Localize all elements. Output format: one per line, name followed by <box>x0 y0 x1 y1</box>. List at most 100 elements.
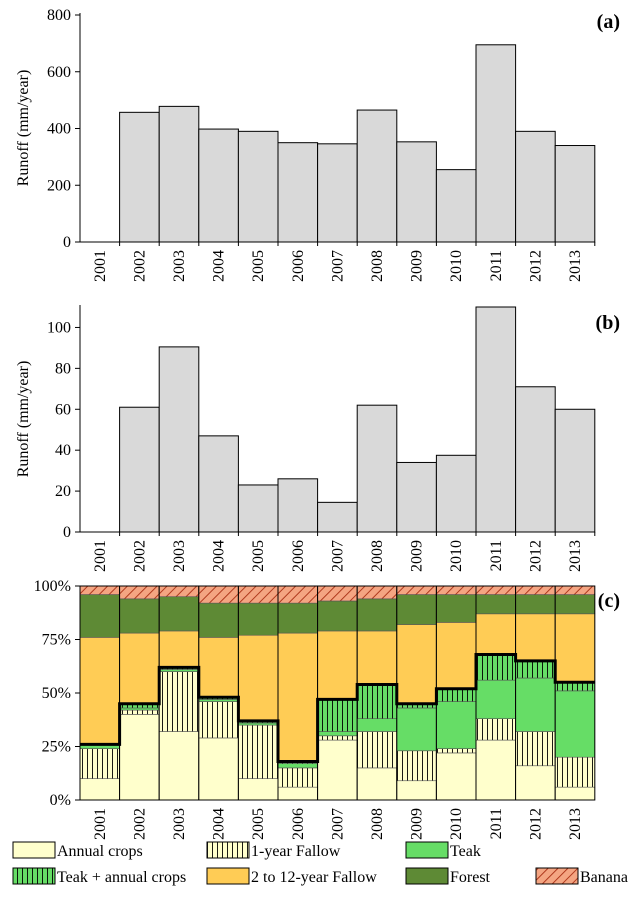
segment-2012-1-year-fallow <box>515 731 556 767</box>
legend-item-2-to-12-year-fallow: 2 to 12-year Fallow <box>206 867 377 886</box>
segment-2005-banana <box>238 585 279 604</box>
segment-2012-2-to-12-year-fallow <box>515 613 556 662</box>
y-axis-label-b: Runoff (mm/year) <box>15 361 32 478</box>
x-tick-label-b-2011: 2011 <box>488 540 505 571</box>
segment-2012-banana <box>515 585 556 595</box>
legend-swatch <box>206 867 250 885</box>
x-tick-label-b-2004: 2004 <box>211 540 228 572</box>
bar-b-2003 <box>158 346 200 533</box>
segment-2013-2-to-12-year-fallow <box>554 613 596 683</box>
segment-2006-forest <box>277 602 318 634</box>
x-tick-label-b-2008: 2008 <box>369 540 386 572</box>
bar-b-2011 <box>475 306 517 533</box>
segment-2011-teak <box>475 679 516 719</box>
bar-a-2005 <box>237 130 279 243</box>
segment-2005-2-to-12-year-fallow <box>238 634 279 722</box>
segment-2010-annual-crops <box>436 752 477 801</box>
segment-2003-teak <box>158 669 200 672</box>
segment-2011-teak-annual-crops <box>475 654 516 681</box>
segment-2008-teak-annual-crops <box>356 684 398 719</box>
y-tick-label-a-200: 200 <box>47 177 71 194</box>
segment-2006-2-to-12-year-fallow <box>277 632 318 762</box>
y-tick-label-c-0: 0% <box>50 792 71 809</box>
segment-2009-annual-crops <box>396 780 437 801</box>
x-tick-label-c-2008: 2008 <box>369 808 386 840</box>
bar-a-2011 <box>475 44 517 243</box>
bar-b-2006 <box>277 478 319 533</box>
segment-2001-1-year-fallow <box>79 748 120 779</box>
x-tick-label-b-2003: 2003 <box>171 540 188 572</box>
segment-2007-teak <box>317 731 358 737</box>
segment-2004-forest <box>198 602 239 638</box>
x-tick-label-a-2003: 2003 <box>171 250 188 282</box>
x-tick-label-b-2013: 2013 <box>567 540 584 572</box>
y-tick-label-a-400: 400 <box>47 121 71 138</box>
segment-2011-annual-crops <box>475 739 516 801</box>
segment-2009-banana <box>396 585 437 595</box>
segment-2012-teak-annual-crops <box>515 660 556 679</box>
legend-item-teak-annual-crops: Teak + annual crops <box>12 867 186 886</box>
legend-label: 1-year Fallow <box>251 843 341 860</box>
bar-a-2012 <box>515 130 556 243</box>
bar-b-2007 <box>317 501 358 533</box>
segment-2010-1-year-fallow <box>436 748 477 754</box>
y-tick-label-b-100: 100 <box>47 319 71 336</box>
bar-a-2003 <box>158 105 200 243</box>
y-tick-label-c-50: 50% <box>42 685 71 702</box>
legend-item-annual-crops: Annual crops <box>12 841 143 860</box>
bar-a-2006 <box>277 142 319 243</box>
legend-item-forest: Forest <box>405 867 491 886</box>
segment-2007-teak-annual-crops <box>317 699 358 732</box>
bar-group-b <box>119 306 596 533</box>
runoff-chart-a: Runoff (mm/year) (a) 0 200 400 600 800 2001 20… <box>15 7 620 282</box>
x-tick-label-a-2013: 2013 <box>567 250 584 282</box>
x-tick-label-c-2004: 2004 <box>211 808 228 840</box>
legend-swatch <box>12 841 56 859</box>
segment-2002-banana <box>119 585 160 600</box>
legend-label: Teak <box>450 843 481 860</box>
x-tick-label-a-2008: 2008 <box>369 250 386 282</box>
segment-2010-teak <box>436 701 477 749</box>
segment-2013-annual-crops <box>554 786 596 801</box>
segment-2001-forest <box>79 594 120 638</box>
segment-2006-teak <box>277 763 318 769</box>
bar-group-a <box>119 44 596 243</box>
y-tick-label-b-60: 60 <box>55 401 71 418</box>
x-tick-label-a-2011: 2011 <box>488 250 505 281</box>
segment-2002-forest <box>119 598 160 634</box>
x-tick-label-b-2007: 2007 <box>329 540 346 572</box>
y-tick-label-b-80: 80 <box>55 360 71 377</box>
panel-label-a: (a) <box>597 11 620 33</box>
legend-label: 2 to 12-year Fallow <box>251 869 377 886</box>
axes-b: 0 20 40 60 80 100 2001 2002 2003 2004 2005 2006 2007… <box>47 305 596 572</box>
y-tick-label-b-0: 0 <box>63 524 71 541</box>
segment-2011-forest <box>475 594 516 615</box>
y-tick-label-a-800: 800 <box>47 7 71 24</box>
segment-2011-1-year-fallow <box>475 718 516 741</box>
legend: Annual crops 1-year Fallow Teak Teak + annu… <box>12 841 628 886</box>
x-tick-label-c-2009: 2009 <box>409 808 426 840</box>
legend-swatch <box>405 867 449 885</box>
bar-a-2002 <box>119 111 160 243</box>
segment-2007-2-to-12-year-fallow <box>317 630 358 700</box>
segment-2007-1-year-fallow <box>317 735 358 741</box>
x-tick-label-a-2012: 2012 <box>527 250 544 282</box>
bar-b-2012 <box>515 386 556 533</box>
x-tick-label-a-2001: 2001 <box>92 250 109 282</box>
x-tick-label-b-2012: 2012 <box>527 540 544 572</box>
segment-2002-1-year-fallow <box>119 709 160 715</box>
x-tick-label-c-2012: 2012 <box>527 808 544 840</box>
x-tick-label-b-2001: 2001 <box>92 540 109 572</box>
y-tick-label-c-25: 25% <box>42 739 71 756</box>
legend-label: Forest <box>450 869 491 886</box>
segment-2012-teak <box>515 677 556 732</box>
x-tick-label-b-2002: 2002 <box>131 540 148 572</box>
segment-2007-annual-crops <box>317 739 358 801</box>
legend-swatch <box>405 841 449 859</box>
segment-2008-forest <box>356 598 398 632</box>
segment-2013-forest <box>554 594 596 615</box>
runoff-chart-b: Runoff (mm/year) (b) 0 20 40 60 80 100 2001 200… <box>15 305 620 572</box>
segment-2003-1-year-fallow <box>158 671 200 732</box>
y-tick-label-b-40: 40 <box>55 442 71 459</box>
segment-2013-1-year-fallow <box>554 756 596 788</box>
